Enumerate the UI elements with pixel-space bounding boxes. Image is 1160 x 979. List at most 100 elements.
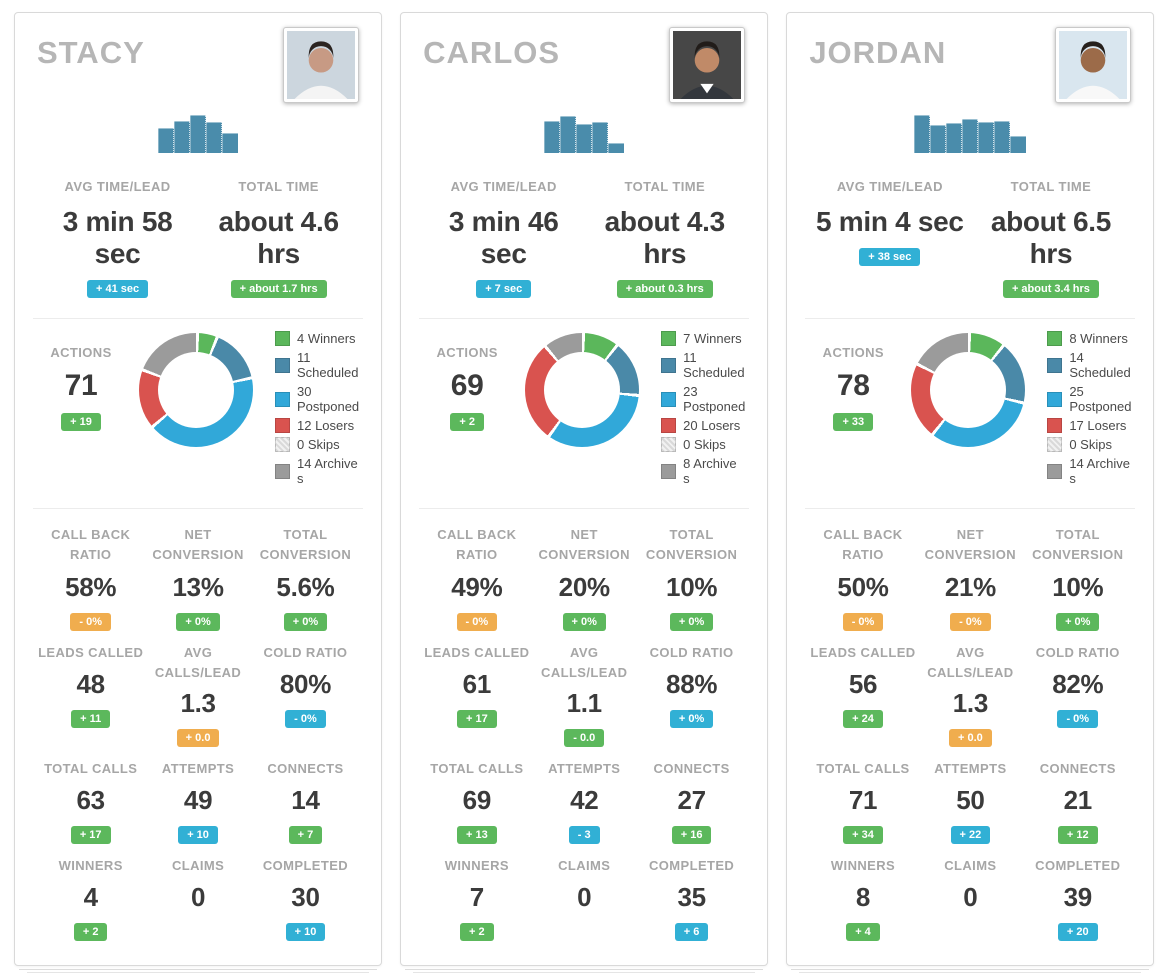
stat-avg-calls-lead-badge: - 0.0 [564, 729, 605, 748]
avg-time-lead-value: 5 min 4 sec [816, 206, 964, 238]
legend-swatch-scheduled [1047, 357, 1063, 373]
stat-cold-ratio-label: COLD RATIO [263, 645, 348, 661]
stat-call-back-ratio-value: 49% [451, 572, 503, 603]
stat-total-calls-value: 63 [76, 785, 106, 816]
legend-item-archives: 14 Archive s [1047, 456, 1131, 486]
divider [33, 318, 364, 320]
legend-item-winners: 7 Winners [661, 331, 745, 347]
divider [33, 508, 364, 510]
stat-call-back-ratio-label: CALL BACK RATIO [437, 527, 517, 563]
histogram-bar [544, 121, 561, 153]
actions-donut-chart [911, 333, 1026, 448]
stat-avg-calls-lead-value: 1.1 [566, 688, 603, 719]
legend-label: 0 Skips [683, 437, 726, 453]
rep-card-stacy: STACY AVG TIME/LEAD 3 min 58 sec + 41 se… [14, 12, 383, 974]
actions-label: ACTIONS [50, 345, 112, 361]
legend-swatch-winners [1047, 331, 1063, 347]
stat-cold-ratio-value: 82% [1052, 669, 1104, 700]
time-row: AVG TIME/LEAD 5 min 4 sec + 38 sec TOTAL… [809, 177, 1131, 300]
stat-winners-value: 8 [855, 882, 871, 913]
stat-total-calls: TOTAL CALLS 69 + 13 [423, 755, 530, 852]
stat-total-calls-label: TOTAL CALLS [816, 761, 910, 777]
histogram-bar [994, 121, 1011, 153]
stat-claims: CLAIMS 0 [917, 852, 1024, 949]
divider [805, 508, 1136, 510]
stat-total-calls-value: 71 [848, 785, 878, 816]
rep-card-carlos: CARLOS AVG TIME/LEAD 3 min 46 sec + 7 se… [400, 12, 769, 974]
stat-connects-badge: + 16 [671, 826, 712, 845]
stat-connects-value: 14 [291, 785, 320, 816]
histogram-bar [190, 115, 207, 153]
stat-total-conversion-badge: + 0% [283, 613, 328, 632]
stat-winners: WINNERS 7 + 2 [423, 852, 530, 949]
histogram-bar [608, 143, 625, 153]
card-header: STACY [37, 27, 360, 103]
legend-item-winners: 4 Winners [275, 331, 359, 347]
stat-cold-ratio: COLD RATIO 80% - 0% [252, 639, 359, 755]
stat-completed: COMPLETED 39 + 20 [1024, 852, 1131, 949]
stat-cold-ratio-label: COLD RATIO [649, 645, 734, 661]
stat-completed-value: 39 [1063, 882, 1093, 913]
rep-card: STACY AVG TIME/LEAD 3 min 58 sec + 41 se… [14, 12, 383, 967]
stat-claims-label: CLAIMS [558, 858, 611, 874]
stat-cold-ratio: COLD RATIO 88% + 0% [638, 639, 745, 755]
stats-grid: CALL BACK RATIO 49% - 0% NET CONVERSION 20% +… [423, 521, 745, 949]
total-time-value: about 4.6 hrs [218, 206, 340, 270]
stat-leads-called-value: 56 [848, 669, 878, 700]
stat-cold-ratio-badge: - 0% [285, 710, 326, 729]
avg-time-lead: AVG TIME/LEAD 5 min 4 sec + 38 sec [809, 177, 970, 300]
histogram-bar [560, 116, 577, 153]
total-time-badge: + about 1.7 hrs [230, 280, 327, 299]
avg-time-lead-badge: + 41 sec [86, 280, 149, 299]
actions-label: ACTIONS [436, 345, 498, 361]
divider [419, 508, 750, 510]
total-time: TOTAL TIME about 6.5 hrs + about 3.4 hrs [970, 177, 1131, 300]
stat-leads-called-badge: + 17 [456, 710, 497, 729]
histogram-bar [930, 125, 947, 153]
stat-net-conversion-badge: + 0% [562, 613, 606, 632]
stat-claims: CLAIMS 0 [144, 852, 251, 949]
actions-section: ACTIONS 69 + 2 7 Winners 11 Scheduled 23 P… [423, 331, 745, 490]
avg-time-lead: AVG TIME/LEAD 3 min 46 sec + 7 sec [423, 177, 584, 300]
stat-call-back-ratio: CALL BACK RATIO 58% - 0% [37, 521, 144, 639]
avg-time-lead-badge: + 38 sec [859, 248, 921, 267]
total-time-value: about 6.5 hrs [990, 206, 1112, 270]
stat-total-conversion-badge: + 0% [669, 613, 714, 632]
histogram-bar [946, 123, 963, 153]
stat-call-back-ratio: CALL BACK RATIO 49% - 0% [423, 521, 530, 639]
stat-completed: COMPLETED 35 + 6 [638, 852, 745, 949]
stat-completed-badge: + 20 [1057, 923, 1098, 942]
legend-swatch-winners [275, 331, 290, 347]
stat-leads-called: LEADS CALLED 61 + 17 [423, 639, 530, 755]
stat-call-back-ratio-label: CALL BACK RATIO [823, 527, 903, 563]
total-time-badge: + about 3.4 hrs [1002, 280, 1099, 299]
legend-item-skips: 0 Skips [275, 437, 359, 453]
total-time: TOTAL TIME about 4.6 hrs + about 1.7 hrs [198, 177, 359, 300]
stat-total-calls-badge: + 13 [456, 826, 497, 845]
divider [805, 318, 1136, 320]
stat-completed-label: COMPLETED [1035, 858, 1121, 874]
stat-net-conversion: NET CONVERSION 21% - 0% [917, 521, 1024, 639]
stat-attempts: ATTEMPTS 50 + 22 [917, 755, 1024, 852]
legend-item-winners: 8 Winners [1047, 331, 1131, 347]
stat-winners-label: WINNERS [830, 858, 896, 874]
actions-value: 69 [450, 369, 484, 403]
stat-completed-value: 35 [677, 882, 706, 913]
avg-time-lead-value: 3 min 46 sec [448, 206, 559, 270]
legend-label: 25 Postponed [1069, 384, 1132, 415]
stat-total-conversion-value: 5.6% [276, 572, 335, 603]
legend-swatch-winners [661, 331, 677, 347]
stat-total-conversion-badge: + 0% [1056, 613, 1100, 632]
legend-swatch-losers [661, 418, 677, 434]
legend-label: 20 Losers [683, 418, 741, 434]
donut-legend: 4 Winners 11 Scheduled 30 Postponed 12 Lose… [259, 331, 359, 490]
legend-swatch-scheduled [661, 357, 677, 373]
legend-item-scheduled: 14 Scheduled [1047, 350, 1131, 380]
stat-avg-calls-lead: AVG CALLS/LEAD 1.3 + 0.0 [144, 639, 251, 755]
stat-winners-badge: + 4 [846, 923, 880, 942]
card-header: CARLOS [423, 27, 746, 103]
legend-label: 4 Winners [297, 331, 356, 347]
stat-connects-value: 27 [677, 785, 706, 816]
stat-attempts-badge: - 3 [568, 826, 600, 845]
rep-name: CARLOS [423, 35, 561, 70]
